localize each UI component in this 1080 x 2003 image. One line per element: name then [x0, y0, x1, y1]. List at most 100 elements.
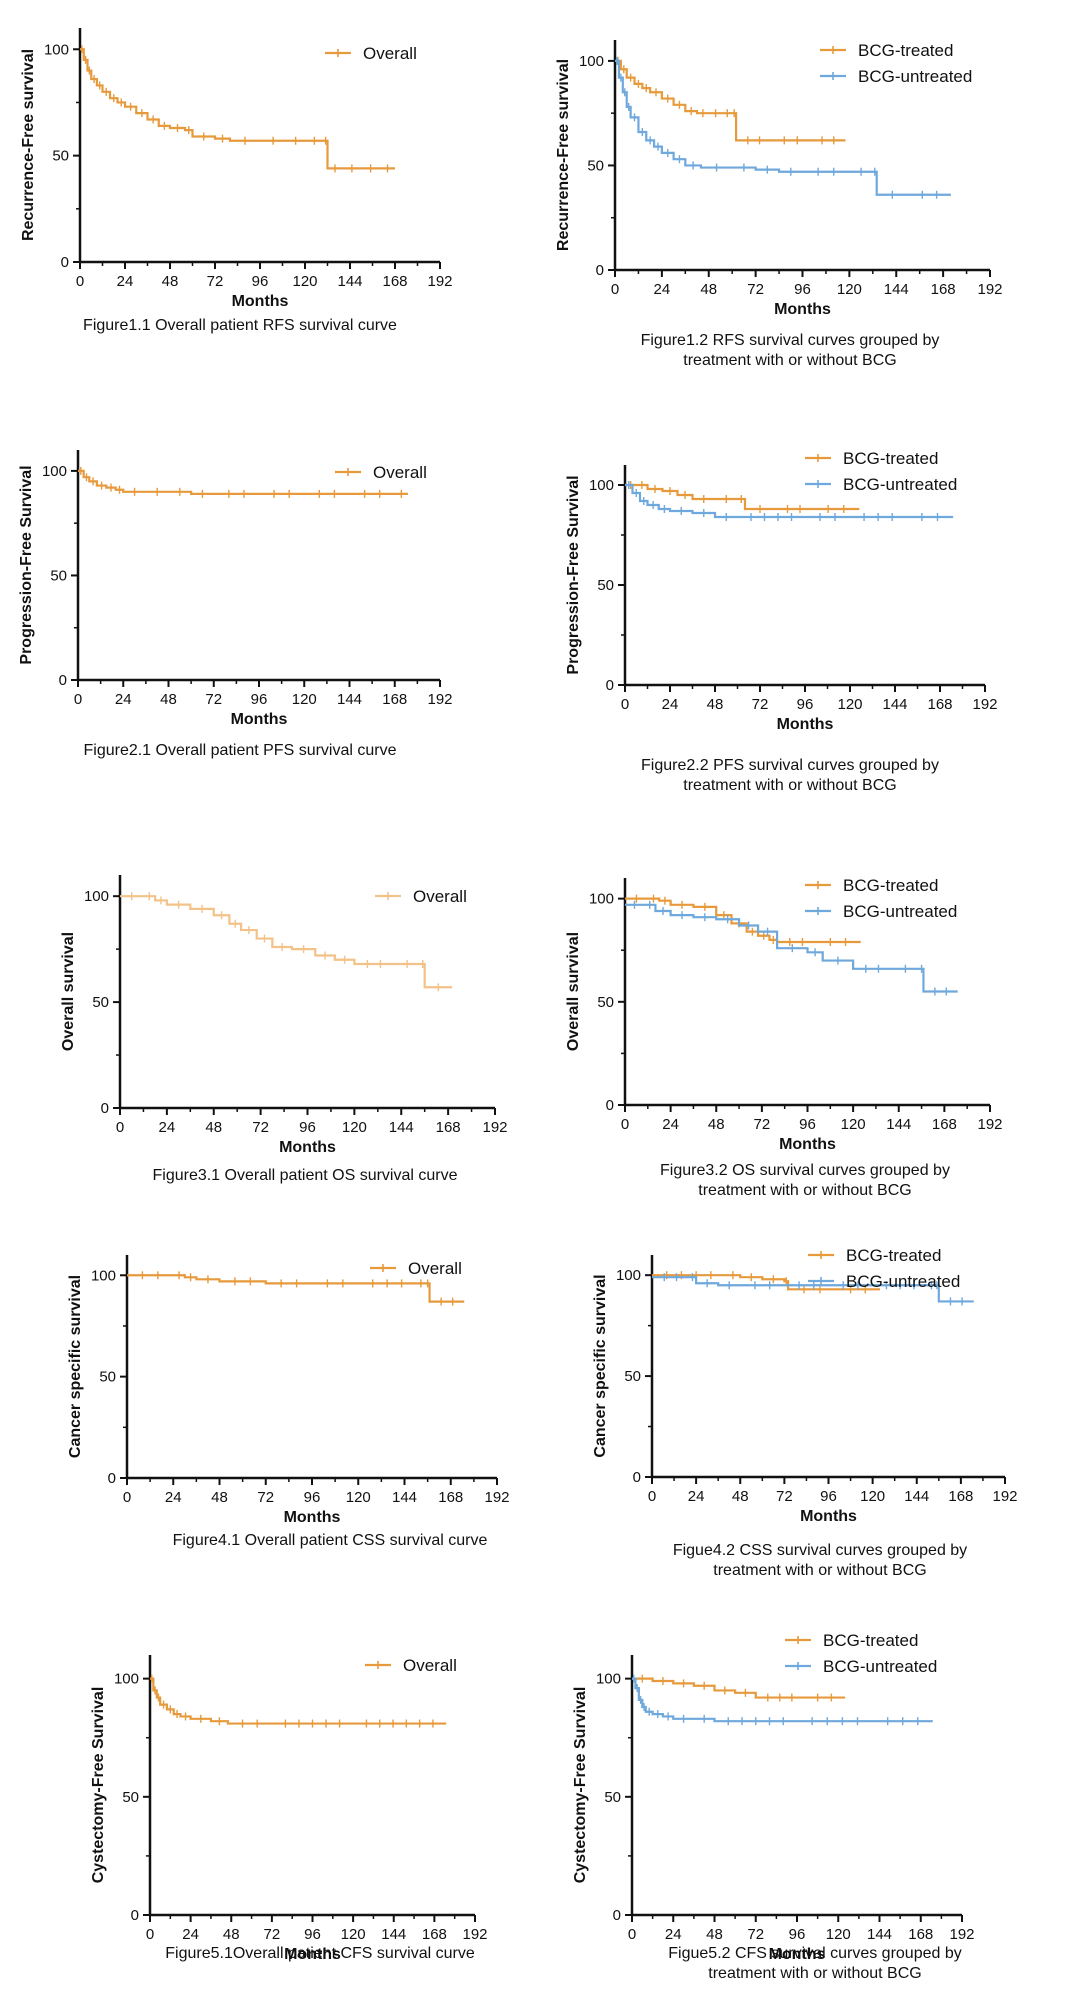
x-tick-label: 0 [74, 691, 82, 708]
y-tick-label: 100 [616, 1267, 641, 1284]
figure-caption: treatment with or without BCG [698, 1182, 911, 1199]
legend-label: Overall [413, 887, 467, 906]
x-tick-label: 168 [948, 1488, 973, 1505]
x-tick-label: 192 [977, 1116, 1002, 1133]
x-tick-label: 48 [708, 1116, 725, 1133]
x-tick-label: 48 [707, 696, 724, 713]
x-tick-label: 168 [927, 696, 952, 713]
y-axis-title: Overall survival [60, 932, 77, 1051]
x-tick-label: 120 [341, 1926, 366, 1943]
x-tick-label: 24 [662, 696, 679, 713]
x-tick-label: 72 [257, 1489, 274, 1506]
y-tick-label: 50 [52, 148, 69, 165]
figure-caption: Figure1.1 Overall patient RFS survival c… [83, 317, 397, 334]
y-tick-label: 50 [624, 1368, 641, 1385]
series-line-overall [80, 48, 395, 170]
y-tick-label: 0 [59, 672, 67, 689]
y-tick-label: 0 [596, 262, 604, 279]
x-tick-label: 120 [837, 696, 862, 713]
x-axis-title: Months [779, 1136, 836, 1153]
x-tick-label: 0 [146, 1926, 154, 1943]
y-axis-title: Progression-Free Survival [18, 465, 35, 664]
x-tick-label: 192 [462, 1926, 487, 1943]
x-tick-label: 144 [392, 1489, 417, 1506]
chart-fig3_2: 0 24 48 72 96 120 144 168 192 0 50 100 Months Overall… [565, 876, 1003, 1199]
x-tick-label: 120 [826, 1926, 851, 1943]
x-tick-label: 168 [382, 273, 407, 290]
chart-fig5_2: 0 24 48 72 96 120 144 168 192 0 50 100 Months Cystect… [572, 1631, 975, 1982]
x-tick-label: 24 [159, 1119, 176, 1136]
legend-label: BCG-treated [823, 1631, 918, 1650]
x-tick-label: 48 [700, 281, 717, 298]
figure-caption: treatment with or without BCG [683, 777, 896, 794]
x-tick-label: 192 [484, 1489, 509, 1506]
legend-label: Overall [403, 1656, 457, 1675]
figure-caption: Figure1.2 RFS survival curves grouped by [641, 332, 940, 349]
y-tick-label: 100 [579, 53, 604, 70]
x-tick-label: 192 [949, 1926, 974, 1943]
x-tick-label: 24 [688, 1488, 705, 1505]
x-tick-label: 96 [252, 273, 269, 290]
y-axis-title: Recurrence-Free survival [555, 59, 572, 251]
legend-label: Overall [373, 463, 427, 482]
x-tick-label: 96 [820, 1488, 837, 1505]
y-tick-label: 0 [61, 254, 69, 271]
y-tick-label: 50 [92, 994, 109, 1011]
series-line-overall [150, 1677, 447, 1725]
x-tick-label: 144 [904, 1488, 929, 1505]
series-line-bcg-untreated [632, 1677, 933, 1723]
y-tick-label: 0 [606, 677, 614, 694]
x-tick-label: 168 [382, 691, 407, 708]
chart-fig3_1: 0 24 48 72 96 120 144 168 192 0 50 100 Months Overall… [60, 875, 508, 1184]
figure-caption: Figure5.1Overall patient CFS survival cu… [165, 1945, 475, 1962]
figure-caption: Figure3.2 OS survival curves grouped by [660, 1162, 950, 1179]
legend-label: BCG-untreated [843, 902, 957, 921]
x-tick-label: 48 [205, 1119, 222, 1136]
series-line-bcg-treated [625, 483, 860, 511]
y-tick-label: 50 [587, 157, 604, 174]
x-tick-label: 48 [706, 1926, 723, 1943]
x-tick-label: 24 [662, 1116, 679, 1133]
x-tick-label: 48 [732, 1488, 749, 1505]
x-tick-label: 168 [436, 1119, 461, 1136]
x-tick-label: 192 [972, 696, 997, 713]
x-axis-title: Months [800, 1508, 857, 1525]
legend-label: Overall [408, 1259, 462, 1278]
y-tick-label: 50 [597, 994, 614, 1011]
legend-label: BCG-treated [843, 449, 938, 468]
y-tick-label: 0 [101, 1100, 109, 1117]
figure-caption: treatment with or without BCG [708, 1965, 921, 1982]
x-tick-label: 72 [264, 1926, 281, 1943]
x-tick-label: 144 [337, 273, 362, 290]
x-tick-label: 168 [908, 1926, 933, 1943]
x-tick-label: 120 [346, 1489, 371, 1506]
legend-label: BCG-treated [843, 876, 938, 895]
y-tick-label: 100 [44, 41, 69, 58]
x-tick-label: 144 [337, 691, 362, 708]
y-axis-title: Progression-Free Survival [565, 475, 582, 674]
y-tick-label: 50 [122, 1789, 139, 1806]
y-tick-label: 100 [114, 1671, 139, 1688]
y-tick-label: 0 [108, 1470, 116, 1487]
series-line-bcg-treated [632, 1677, 846, 1699]
x-tick-label: 72 [776, 1488, 793, 1505]
x-tick-label: 96 [299, 1119, 316, 1136]
legend-label: Overall [363, 44, 417, 63]
y-tick-label: 100 [91, 1267, 116, 1284]
x-tick-label: 24 [115, 691, 132, 708]
x-tick-label: 72 [252, 1119, 269, 1136]
x-tick-label: 96 [251, 691, 268, 708]
x-tick-label: 72 [747, 1926, 764, 1943]
x-tick-label: 96 [797, 696, 814, 713]
figure-caption: Figure4.1 Overall patient CSS survival c… [173, 1532, 488, 1549]
x-axis-title: Months [774, 301, 831, 318]
x-tick-label: 192 [427, 691, 452, 708]
y-tick-label: 50 [99, 1369, 116, 1386]
x-tick-label: 24 [665, 1926, 682, 1943]
x-tick-label: 72 [207, 273, 224, 290]
chart-fig1_1: 0 24 48 72 96 120 144 168 192 0 50 100 Months Recurre… [20, 28, 453, 334]
x-tick-label: 24 [165, 1489, 182, 1506]
x-tick-label: 192 [977, 281, 1002, 298]
legend-label: BCG-untreated [858, 67, 972, 86]
figure-caption: Figue5.2 CFS survival curves grouped by [668, 1945, 961, 1962]
